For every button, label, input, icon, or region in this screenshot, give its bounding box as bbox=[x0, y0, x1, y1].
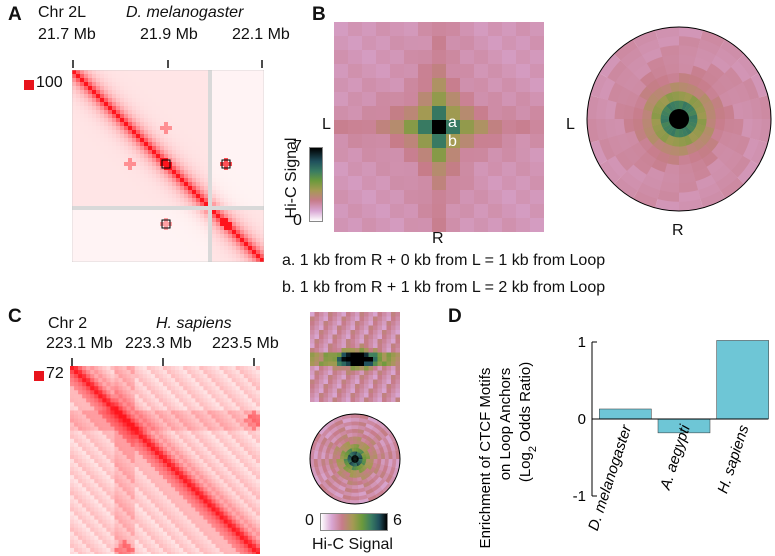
panel-d-ylabel-post: Odds Ratio) bbox=[517, 362, 534, 446]
panel-d-ytick-label: -1 bbox=[573, 488, 586, 505]
panel-c-tick-1: 223.1 Mb bbox=[46, 335, 113, 352]
panel-b-colorbar-max: 7 bbox=[293, 138, 302, 155]
panel-c-aggregate-grid bbox=[310, 312, 400, 402]
panel-d-ylabel-line1: Enrichment of CTCF Motifs bbox=[477, 368, 494, 549]
panel-c-scale-square bbox=[34, 371, 44, 381]
panel-a-tick-3: 22.1 Mb bbox=[232, 26, 290, 43]
panel-a-scale-max: 100 bbox=[36, 74, 63, 91]
panel-b-label-L2: L bbox=[566, 116, 575, 133]
panel-d-ylabel-line3: (Log2 Odds Ratio) bbox=[517, 362, 539, 482]
panel-b-label-R2: R bbox=[672, 222, 684, 239]
panel-d-ylabel: Enrichment of CTCF Motifs on Loop Anchor… bbox=[477, 362, 539, 549]
panel-a-hic-heatmap bbox=[72, 70, 264, 262]
panel-c-radial-plot bbox=[309, 413, 401, 505]
panel-c-scale-max: 72 bbox=[46, 365, 64, 382]
panel-c-hic-heatmap bbox=[70, 366, 260, 554]
panel-d-bar bbox=[716, 340, 769, 420]
panel-a-tick-marks bbox=[72, 60, 263, 68]
panel-d-ylabel-line2: on Loop Anchors bbox=[497, 368, 514, 481]
panel-b-point-a: a bbox=[448, 114, 457, 131]
panel-c-tick-3: 223.5 Mb bbox=[212, 335, 279, 352]
panel-d-ylabel-sub: 2 bbox=[527, 446, 539, 452]
panel-d-bar-chart: Enrichment of CTCF Motifs on Loop Anchor… bbox=[477, 334, 769, 549]
panel-c-colorbar-title: Hi-C Signal bbox=[312, 536, 393, 553]
panel-d-category-label: D. melanogaster bbox=[585, 422, 635, 533]
panel-b-note-a: a. 1 kb from R + 0 kb from L = 1 kb from… bbox=[282, 252, 606, 269]
panel-d-ytick-label: 1 bbox=[578, 334, 586, 351]
panel-a-tick-1: 21.7 Mb bbox=[38, 26, 96, 43]
panel-a-letter: A bbox=[8, 4, 22, 25]
panel-c-colorbar-min: 0 bbox=[305, 512, 314, 529]
panel-c-colorbar-max: 6 bbox=[393, 512, 402, 529]
panel-a-tick-2: 21.9 Mb bbox=[140, 26, 198, 43]
panel-b-label-L: L bbox=[322, 116, 331, 133]
panel-c-colorbar bbox=[320, 513, 388, 531]
panel-b-colorbar bbox=[309, 147, 323, 222]
panel-c-tick-2: 223.3 Mb bbox=[125, 335, 192, 352]
panel-a-scale-square bbox=[24, 80, 34, 90]
panel-d-ytick-label: 0 bbox=[578, 411, 586, 428]
panel-d-category-label: H. sapiens bbox=[714, 423, 752, 496]
panel-a-species: D. melanogaster bbox=[126, 4, 244, 21]
panel-b-letter: B bbox=[312, 4, 326, 25]
panel-d-letter: D bbox=[448, 306, 462, 327]
panel-d-bar bbox=[599, 408, 652, 420]
panel-d-ylabel-pre: (Log bbox=[517, 452, 534, 482]
panel-b-colorbar-min: 0 bbox=[293, 212, 302, 229]
panel-c-species: H. sapiens bbox=[156, 315, 232, 332]
panel-b-radial-plot bbox=[586, 26, 772, 212]
panel-c-chr: Chr 2 bbox=[48, 315, 88, 332]
panel-b-aggregate-grid bbox=[334, 22, 544, 232]
panel-b-note-b: b. 1 kb from R + 1 kb from L = 2 kb from… bbox=[282, 279, 606, 296]
panel-a-chr: Chr 2L bbox=[38, 4, 87, 21]
panel-b-point-b: b bbox=[448, 133, 457, 150]
panel-c-letter: C bbox=[8, 306, 22, 327]
panel-b-label-R: R bbox=[432, 230, 444, 247]
